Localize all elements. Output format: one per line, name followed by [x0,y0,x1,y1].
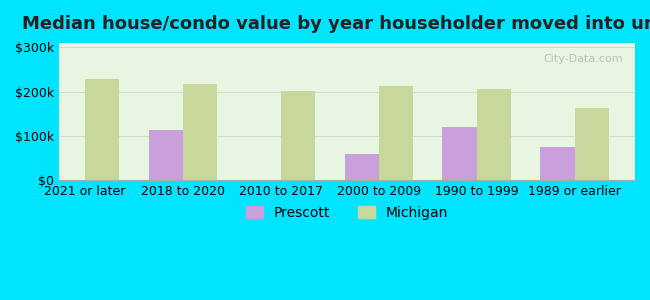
Bar [540,147,575,180]
Bar [183,84,217,180]
Bar [575,108,609,180]
Bar [476,89,511,180]
Bar [379,86,413,180]
Bar [149,130,183,180]
Text: City-Data.com: City-Data.com [544,54,623,64]
Bar [85,79,120,180]
Bar [281,91,315,180]
Legend: Prescott, Michigan: Prescott, Michigan [240,200,454,225]
Bar [344,154,379,180]
Bar [443,127,476,180]
Title: Median house/condo value by year householder moved into unit: Median house/condo value by year househo… [22,15,650,33]
